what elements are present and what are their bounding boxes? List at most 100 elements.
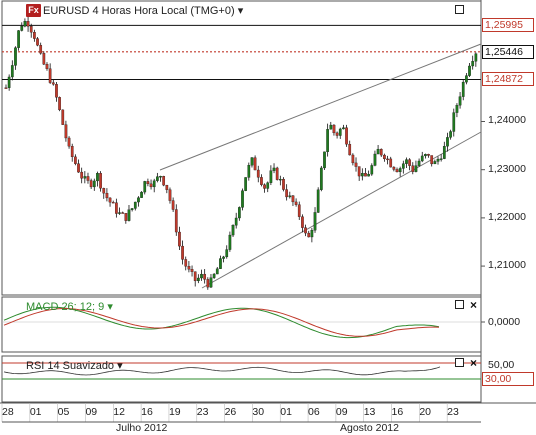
candle-body bbox=[203, 273, 207, 280]
candle-body bbox=[33, 32, 36, 39]
candle-body bbox=[83, 176, 87, 179]
candle-body bbox=[332, 124, 336, 134]
candle-body bbox=[288, 195, 292, 198]
candle-body bbox=[364, 173, 367, 177]
panel-border bbox=[1, 0, 482, 296]
candle-body bbox=[187, 266, 191, 270]
candle-body bbox=[304, 227, 307, 234]
candle-body bbox=[323, 151, 326, 169]
candle-body bbox=[307, 232, 311, 238]
candle-body bbox=[237, 207, 241, 219]
candle-body bbox=[140, 191, 143, 198]
candle-body bbox=[70, 146, 74, 158]
candle-body bbox=[452, 112, 456, 132]
candle-body bbox=[29, 26, 33, 33]
candle-body bbox=[146, 181, 150, 185]
date-label: 09 bbox=[335, 406, 348, 418]
candle-body bbox=[20, 26, 24, 31]
fx-badge: Fx bbox=[26, 4, 41, 17]
candle-body bbox=[367, 173, 370, 177]
rsi-label[interactable]: RSI 14 Suavizado ▾ bbox=[26, 359, 123, 372]
price-axis-tick: 1,23000 bbox=[488, 162, 526, 175]
month-label: Julho 2012 bbox=[116, 422, 168, 434]
candle-body bbox=[36, 38, 39, 46]
candle-body bbox=[398, 168, 402, 173]
candle-body bbox=[7, 76, 11, 88]
candle-body bbox=[190, 269, 194, 272]
candle-body bbox=[209, 277, 213, 288]
candle-body bbox=[272, 167, 276, 171]
candle-body bbox=[379, 148, 383, 156]
candle-body bbox=[241, 190, 244, 208]
candle-body bbox=[342, 127, 345, 130]
candle-body bbox=[348, 144, 352, 156]
rsi-label-text: RSI 14 Suavizado bbox=[26, 360, 115, 372]
candle-body bbox=[260, 177, 263, 185]
channel-upper-line bbox=[159, 43, 482, 171]
candle-body bbox=[77, 163, 80, 173]
close-icon[interactable]: × bbox=[470, 298, 478, 312]
macd-label[interactable]: MACD 26; 12; 9 ▾ bbox=[26, 300, 113, 313]
price-panel bbox=[2, 15, 482, 290]
candle-body bbox=[152, 180, 156, 188]
candle-body bbox=[181, 245, 184, 260]
candle-body bbox=[392, 166, 396, 170]
price-axis-tick: 1,22000 bbox=[488, 210, 526, 223]
candle-body bbox=[433, 161, 437, 165]
candle-body bbox=[228, 234, 232, 250]
candle-body bbox=[266, 182, 270, 189]
candle-body bbox=[39, 45, 43, 54]
candle-body bbox=[51, 82, 55, 85]
candle-body bbox=[244, 177, 248, 191]
candle-body bbox=[10, 65, 14, 78]
candle-body bbox=[156, 176, 159, 181]
candle-body bbox=[338, 128, 342, 136]
candle-body bbox=[133, 201, 137, 209]
maximize-icon[interactable] bbox=[455, 300, 464, 309]
month-label: Agosto 2012 bbox=[340, 422, 399, 434]
chevron-down-icon[interactable]: ▾ bbox=[237, 5, 244, 17]
candle-body bbox=[263, 184, 266, 189]
date-label: 26 bbox=[224, 406, 237, 418]
candle-body bbox=[121, 212, 125, 214]
candle-body bbox=[149, 183, 153, 188]
candle-body bbox=[285, 189, 288, 198]
date-label: 01 bbox=[280, 406, 292, 418]
chevron-down-icon[interactable]: ▾ bbox=[117, 360, 123, 372]
candle-body bbox=[297, 204, 301, 217]
candle-body bbox=[408, 159, 411, 166]
candle-body bbox=[329, 124, 333, 130]
candle-body bbox=[193, 271, 197, 282]
candle-body bbox=[345, 127, 348, 145]
rsi-panel bbox=[2, 362, 481, 380]
candle-body bbox=[269, 170, 273, 183]
macd-label-text: MACD 26; 12; 9 bbox=[26, 301, 105, 313]
chevron-down-icon[interactable]: ▾ bbox=[107, 301, 113, 313]
chart-title-text: EURUSD 4 Horas Hora Local (TMG+0) bbox=[43, 5, 235, 17]
candle-body bbox=[162, 176, 166, 186]
candle-body bbox=[474, 53, 478, 62]
candle-body bbox=[310, 230, 314, 238]
chart-title[interactable]: EURUSD 4 Horas Hora Local (TMG+0) ▾ bbox=[43, 4, 243, 17]
candle-body bbox=[92, 180, 96, 188]
candle-body bbox=[115, 202, 118, 214]
candle-body bbox=[61, 109, 65, 125]
candle-body bbox=[458, 96, 462, 106]
rsi-line bbox=[3, 366, 441, 376]
candle-body bbox=[89, 180, 93, 188]
date-label: 28 bbox=[2, 406, 14, 418]
candle-body bbox=[58, 97, 61, 111]
candle-body bbox=[74, 156, 77, 164]
date-label: 01 bbox=[29, 406, 42, 418]
maximize-icon[interactable] bbox=[455, 358, 464, 367]
close-icon[interactable]: × bbox=[470, 356, 478, 370]
candle-body bbox=[174, 209, 178, 233]
candle-body bbox=[275, 167, 279, 180]
candle-body bbox=[212, 273, 216, 278]
candle-body bbox=[215, 268, 219, 275]
candle-body bbox=[411, 165, 415, 172]
date-label: 06 bbox=[308, 406, 320, 418]
maximize-icon[interactable] bbox=[455, 5, 464, 14]
macd-panel bbox=[2, 306, 485, 339]
